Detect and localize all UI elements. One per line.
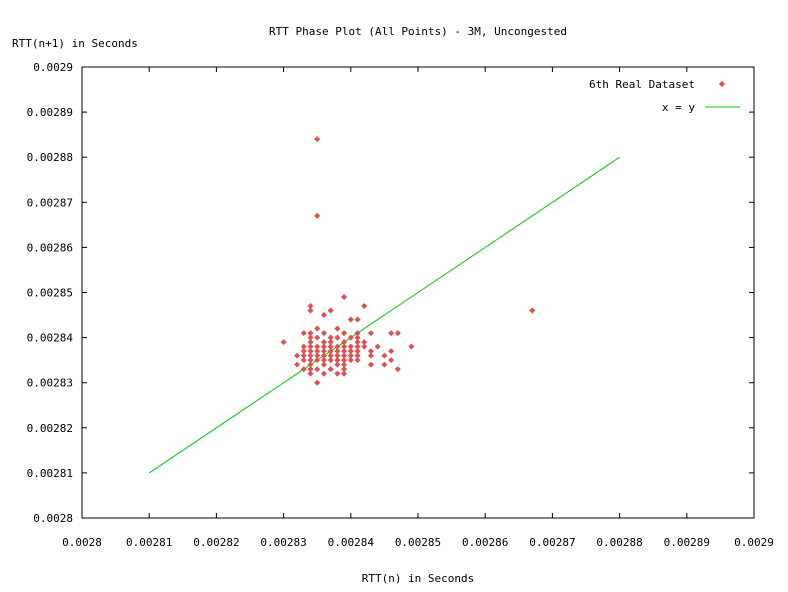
x-tick-label: 0.00282: [193, 536, 239, 549]
data-point: [314, 334, 321, 341]
data-point: [354, 357, 361, 364]
y-tick-label: 0.00286: [27, 241, 73, 254]
data-point: [314, 379, 321, 386]
data-point: [334, 325, 341, 332]
legend-label: 6th Real Dataset: [589, 78, 695, 91]
data-point: [334, 361, 341, 368]
legend: 6th Real Dataset x = y: [589, 78, 740, 114]
data-point: [374, 343, 381, 350]
x-tick-label: 0.00287: [529, 536, 575, 549]
data-point: [300, 366, 307, 373]
y-tick-label: 0.00285: [27, 287, 73, 300]
x-tick-label: 0.00286: [462, 536, 508, 549]
data-point: [307, 307, 314, 314]
data-point: [394, 330, 401, 337]
x-tick-label: 0.0028: [62, 536, 102, 549]
x-tick-label: 0.00284: [328, 536, 375, 549]
data-point: [341, 330, 348, 337]
data-point: [361, 343, 368, 350]
data-point: [361, 303, 368, 310]
x-tick-label: 0.00285: [395, 536, 441, 549]
data-point: [347, 316, 354, 323]
data-point: [314, 212, 321, 219]
y-tick-label: 0.00289: [27, 106, 73, 119]
data-point: [354, 316, 361, 323]
data-point: [320, 312, 327, 319]
data-point: [367, 352, 374, 359]
series-line: [148, 156, 620, 474]
y-tick-label: 0.00284: [27, 332, 74, 345]
data-point: [300, 330, 307, 337]
data-point: [314, 325, 321, 332]
series-line-group: [148, 156, 620, 474]
data-point: [367, 330, 374, 337]
data-point: [334, 370, 341, 377]
data-point: [294, 361, 301, 368]
x-tick-label: 0.00289: [664, 536, 710, 549]
data-point: [367, 361, 374, 368]
data-point: [320, 361, 327, 368]
y-tick-label: 0.00282: [27, 422, 73, 435]
y-tick-label: 0.0029: [33, 61, 73, 74]
data-point: [320, 370, 327, 377]
data-point: [347, 334, 354, 341]
data-point: [320, 330, 327, 337]
data-point: [381, 361, 388, 368]
data-point: [334, 334, 341, 341]
x-tick-label: 0.00283: [260, 536, 306, 549]
data-point: [280, 339, 287, 346]
y-tick-label: 0.00283: [27, 377, 73, 390]
data-point: [347, 357, 354, 364]
data-point: [388, 357, 395, 364]
y-tick-label: 0.0028: [33, 512, 73, 525]
data-point: [341, 293, 348, 301]
data-point: [294, 352, 301, 359]
data-point: [314, 357, 321, 364]
data-point: [529, 307, 536, 314]
x-tick-label: 0.00288: [596, 536, 642, 549]
data-point: [388, 348, 395, 355]
data-point: [394, 366, 401, 373]
legend-label: x = y: [662, 101, 695, 114]
data-point: [341, 370, 348, 377]
y-tick-label: 0.00288: [27, 151, 73, 164]
chart-title: RTT Phase Plot (All Points) - 3M, Uncong…: [269, 25, 567, 38]
legend-marker: [718, 80, 726, 88]
y-tick-label: 0.00287: [27, 196, 73, 209]
data-point: [381, 352, 388, 359]
data-point: [327, 357, 334, 364]
data-point: [314, 136, 321, 143]
y-tick-label: 0.00281: [27, 467, 73, 480]
data-point: [307, 370, 314, 377]
series-points-group: [280, 136, 536, 386]
x-tick-label: 0.00281: [126, 536, 172, 549]
y-axis-label: RTT(n+1) in Seconds: [12, 37, 138, 50]
data-point: [300, 357, 307, 364]
x-tick-label: 0.0029: [734, 536, 774, 549]
data-point: [327, 307, 334, 314]
x-axis-label: RTT(n) in Seconds: [362, 572, 475, 585]
axis-ticks: 0.0028 0.00281 0.00282 0.00283 0.00284 0.0028…: [27, 61, 774, 549]
data-point: [314, 366, 321, 373]
data-point: [408, 343, 415, 350]
data-point: [327, 366, 334, 373]
data-point: [388, 330, 395, 337]
